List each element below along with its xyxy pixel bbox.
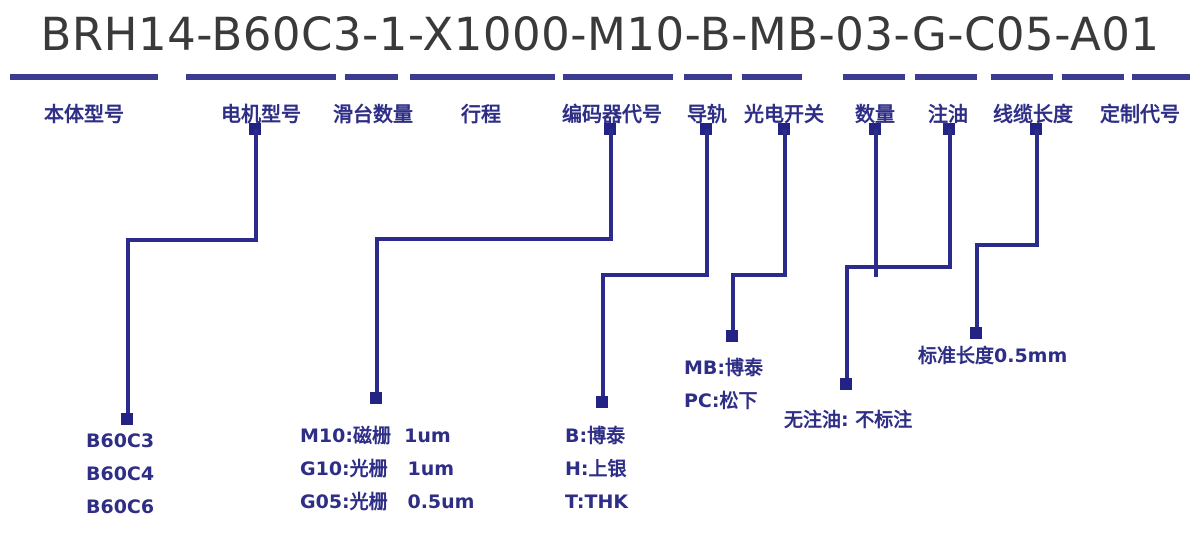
option-line: 无注油: 不标注	[784, 409, 913, 431]
option-line: B60C3	[86, 430, 155, 452]
segment-bar-photo-switch	[742, 74, 802, 80]
segment-bar-motor-model	[186, 74, 336, 80]
segment-bar-trailing	[1132, 74, 1190, 80]
segment-label-quantity: 数量	[855, 102, 895, 126]
options-cable-length: 标准长度0.5mm	[918, 340, 1067, 373]
segment-label-slide-count: 滑台数量	[333, 102, 413, 126]
leader-slide-count-endpoint	[370, 392, 382, 404]
option-line: H:上银	[565, 458, 627, 480]
leader-body-model-stem	[126, 238, 130, 422]
leader-rail-endpoint	[596, 396, 608, 408]
options-photo-switch: MB:博泰 PC:松下	[684, 352, 763, 418]
segment-bar-oiling	[915, 74, 977, 80]
leader-body-model-elbow	[126, 238, 258, 242]
segment-bar-rail	[684, 74, 732, 80]
leader-quantity-stem	[874, 129, 878, 277]
segment-label-body-model: 本体型号	[44, 102, 124, 126]
segment-label-cable-length: 线缆长度	[993, 102, 1073, 126]
leader-cable-length-stem	[1035, 129, 1039, 247]
option-line: B60C4	[86, 463, 155, 485]
leader-cable-length-drop	[975, 243, 979, 333]
options-encoder: M10:磁栅 1um G10:光栅 1um G05:光栅 0.5um	[300, 420, 474, 519]
segment-bar-body-model	[10, 74, 158, 80]
leader-oiling-endpoint	[840, 378, 852, 390]
segment-label-rail: 导轨	[687, 102, 727, 126]
option-line: 标准长度0.5mm	[918, 345, 1068, 367]
leader-motor-model-stem	[254, 129, 258, 242]
option-line: G05:光栅 0.5um	[300, 491, 475, 513]
leader-photo-switch-elbow	[731, 273, 787, 277]
option-line: G10:光栅 1um	[300, 458, 455, 480]
segment-bar-quantity	[843, 74, 905, 80]
segment-bar-custom-code	[1062, 74, 1124, 80]
option-line: B:博泰	[565, 425, 626, 447]
option-line: M10:磁栅 1um	[300, 425, 451, 447]
options-oiling: 无注油: 不标注	[784, 404, 912, 437]
option-line: B60C6	[86, 496, 155, 518]
segment-label-stroke: 行程	[461, 102, 501, 126]
leader-oiling-elbow	[845, 265, 952, 269]
leader-photo-switch-stem	[783, 129, 787, 277]
leader-rail-elbow	[601, 273, 709, 277]
segment-label-custom-code: 定制代号	[1100, 102, 1180, 126]
segment-label-encoder-code: 编码器代号	[562, 102, 662, 126]
leader-rail-stem	[705, 129, 709, 277]
segment-bar-encoder-code	[563, 74, 673, 80]
option-line: PC:松下	[684, 390, 758, 412]
leader-cable-length-elbow	[975, 243, 1039, 247]
model-code-title: BRH14-B60C3-1-X1000-M10-B-MB-03-G-C05-A0…	[40, 8, 1160, 61]
segment-bar-slide-count	[345, 74, 398, 80]
leader-photo-switch-endpoint	[726, 330, 738, 342]
options-rail: B:博泰 H:上银 T:THK	[565, 420, 628, 519]
leader-oiling-stem	[948, 129, 952, 267]
leader-slide-count-stem	[375, 237, 379, 400]
segment-label-motor-model: 电机型号	[221, 102, 301, 126]
segment-label-oiling: 注油	[928, 102, 968, 126]
segment-bar-cable-length	[991, 74, 1053, 80]
option-line: T:THK	[565, 491, 629, 513]
leader-photo-switch-drop	[731, 273, 735, 335]
leader-oiling-drop	[845, 265, 849, 385]
leader-cable-length-endpoint	[970, 327, 982, 339]
segment-label-photo-switch: 光电开关	[744, 102, 824, 126]
leader-body-model-endpoint	[121, 413, 133, 425]
leader-encoder-stem	[609, 129, 613, 241]
options-body-model: B60C3 B60C4 B60C6	[86, 425, 154, 524]
segment-bar-stroke	[410, 74, 555, 80]
option-line: MB:博泰	[684, 357, 763, 379]
leader-rail-drop	[601, 273, 605, 403]
leader-slide-count-elbow	[375, 237, 609, 241]
